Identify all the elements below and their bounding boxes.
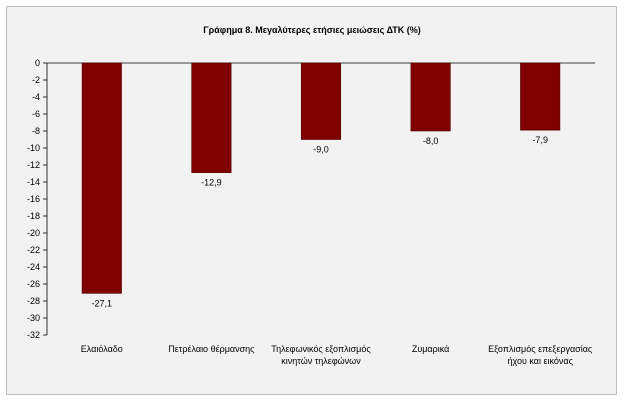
category-labels: Ελαιόλαδο Πετρέλαιο θέρμανσης Τηλεφωνικός …	[81, 344, 593, 366]
data-labels: -27,1 -12,9 -9,0 -8,0 -7,9	[92, 135, 548, 308]
category-label: ήχου και εικόνας	[507, 356, 573, 366]
data-label: -7,9	[532, 135, 548, 145]
bars	[81, 62, 561, 294]
y-tick-label: -4	[32, 92, 40, 102]
y-tick-label: -18	[27, 211, 40, 221]
category-label: Ζυμαρικά	[412, 344, 450, 354]
category-label: Πετρέλαιο θέρμανσης	[168, 344, 255, 354]
y-tick-label: 0	[35, 58, 40, 68]
y-tick-label: -16	[27, 194, 40, 204]
y-tick-label: -10	[27, 143, 40, 153]
chart-title: Γράφημα 8. Μεγαλύτερες ετήσιες μειώσεις …	[203, 25, 421, 35]
y-tick-label: -2	[32, 75, 40, 85]
y-tick-label: -32	[27, 330, 40, 340]
bar	[191, 62, 232, 173]
y-tick-label: -30	[27, 313, 40, 323]
y-tick-label: -12	[27, 160, 40, 170]
y-tick-label: -26	[27, 279, 40, 289]
y-tick-label: -20	[27, 228, 40, 238]
data-label: -12,9	[201, 178, 222, 188]
y-tick-label: -8	[32, 126, 40, 136]
data-label: -27,1	[92, 298, 113, 308]
bar	[81, 62, 122, 294]
bar	[410, 62, 451, 132]
bar	[300, 62, 342, 140]
data-label: -8,0	[423, 136, 439, 146]
bar	[520, 62, 561, 131]
data-label: -9,0	[313, 145, 329, 155]
category-label: Εξοπλισμός επεξεργασίας	[488, 344, 593, 354]
y-tick-label: -24	[27, 262, 40, 272]
category-label: Τηλεφωνικός εξοπλισμός	[271, 344, 371, 354]
category-label: Ελαιόλαδο	[81, 344, 123, 354]
y-tick-label: -22	[27, 245, 40, 255]
y-tick-label: -14	[27, 177, 40, 187]
category-label: κινητών τηλεφώνων	[281, 356, 361, 366]
y-tick-label: -28	[27, 296, 40, 306]
y-tick-label: -6	[32, 109, 40, 119]
